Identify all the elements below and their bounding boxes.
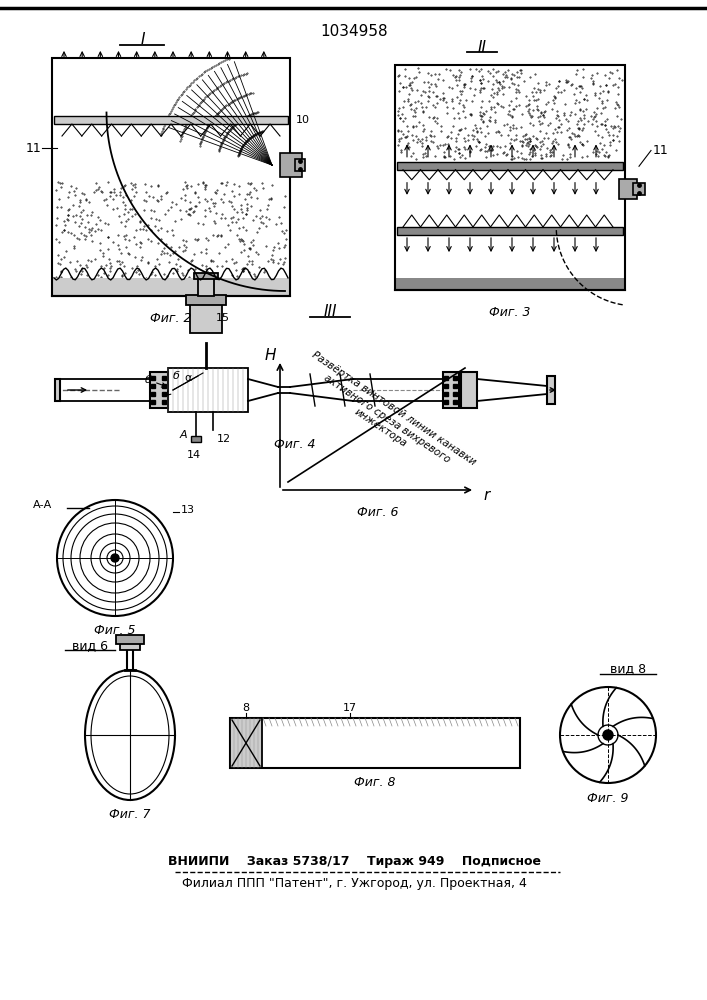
Bar [395,278,625,290]
Text: б: б [144,375,151,385]
Text: I: I [140,32,145,47]
Bar [633,183,645,195]
Bar [280,153,302,177]
Text: H: H [264,348,276,362]
Text: А-А: А-А [33,500,52,510]
Text: Фиг. 6: Фиг. 6 [357,506,398,518]
Text: 11: 11 [653,144,669,157]
Text: 13: 13 [181,505,195,515]
Text: Фиг. 9: Фиг. 9 [588,792,629,804]
Bar [619,179,637,199]
Bar [395,65,625,290]
Bar [443,372,459,408]
Text: 14: 14 [187,450,201,460]
Text: II: II [478,39,487,54]
Text: 11: 11 [26,142,42,155]
Bar [397,162,623,170]
Bar [54,116,288,124]
Bar [547,376,555,404]
Bar [52,278,290,296]
Text: Филиал ППП "Патент", г. Ужгород, ул. Проектная, 4: Филиал ППП "Патент", г. Ужгород, ул. Про… [182,876,527,890]
Bar [150,372,168,408]
Bar [191,436,201,442]
Text: Фиг. 7: Фиг. 7 [110,808,151,822]
Bar [120,643,140,650]
Text: Фиг. 8: Фиг. 8 [354,776,396,790]
Text: Развёртка винтовой линии канавки
активного среза вихревого
инжектора: Развёртка винтовой линии канавки активно… [297,350,477,487]
Text: 10: 10 [296,115,310,125]
Bar [230,718,520,768]
Text: 15: 15 [216,313,230,323]
Bar [397,227,623,235]
Text: вид 8: вид 8 [610,662,646,676]
Text: r: r [484,488,490,504]
Bar [295,159,305,171]
Text: III: III [323,304,337,320]
Bar [168,368,248,412]
Text: A: A [179,430,187,440]
Text: Фиг. 4: Фиг. 4 [274,438,316,452]
Text: ВНИИПИ    Заказ 5738/17    Тираж 949    Подписное: ВНИИПИ Заказ 5738/17 Тираж 949 Подписное [168,856,540,868]
Bar [116,635,144,644]
Text: Фиг. 3: Фиг. 3 [489,306,531,318]
Bar [194,273,218,279]
Text: α: α [185,373,192,383]
Bar [198,278,214,296]
Text: 17: 17 [343,703,357,713]
Text: вид 6: вид 6 [72,640,108,652]
Text: 12: 12 [217,434,231,444]
Text: 1034958: 1034958 [320,24,388,39]
Text: Фиг. 2: Фиг. 2 [151,312,192,324]
Text: б: б [173,371,180,381]
Bar [55,379,60,401]
Bar [461,372,477,408]
Text: 8: 8 [243,703,250,713]
Text: Фиг. 5: Фиг. 5 [94,624,136,638]
Bar [52,58,290,296]
Circle shape [111,554,119,562]
Bar [186,295,226,305]
Bar [230,718,262,768]
Bar [190,303,222,333]
Circle shape [603,730,613,740]
